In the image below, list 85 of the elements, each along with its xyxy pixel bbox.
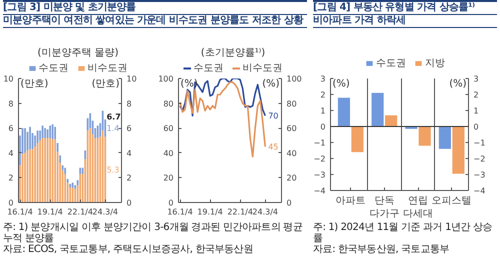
- total-label: 6.7: [106, 112, 121, 122]
- text: 자료: 한국부동산원, 국토교통부: [313, 244, 450, 255]
- annotation: (%): [262, 78, 280, 90]
- y-tick-label: −1: [314, 138, 326, 148]
- y2-tick-label: −4: [474, 186, 486, 196]
- legend-label: 수도권: [194, 62, 224, 74]
- x-tick-label: 22.1/4: [227, 208, 253, 216]
- annotation: (%): [449, 78, 467, 90]
- y-tick-label: 10: [3, 74, 14, 84]
- annotation: (만호): [20, 78, 48, 90]
- x-tick-label: 24.3/4: [92, 208, 118, 216]
- y2-tick-label: 1: [474, 106, 479, 116]
- y-tick-label: 20: [163, 174, 174, 183]
- y2-tick-label: −1: [474, 138, 486, 148]
- data-label: 70: [268, 112, 278, 121]
- y-tick-label: 80: [163, 99, 174, 108]
- y2-tick-label: 40: [286, 148, 297, 158]
- y-tick-label: −4: [314, 186, 326, 196]
- text: 주: 1) 분양개시일 이후 분양기간이 3-6개월 경과된 민간아파트의 평균 누적 분양률: [3, 222, 304, 244]
- x-tick-label: 연립 다세대: [403, 196, 434, 220]
- y2-tick-label: 6: [126, 124, 132, 134]
- y2-tick-label: 2: [474, 90, 479, 100]
- legend-label: 지방: [425, 56, 445, 70]
- legend-label: 수도권: [376, 56, 406, 70]
- y-tick-label: 40: [163, 148, 174, 158]
- y2-tick-label: 4: [126, 148, 132, 158]
- x-tick-label: 16.1/4: [167, 208, 193, 216]
- bar: [372, 92, 384, 126]
- x-tick-label: 오피스텔: [432, 196, 472, 206]
- y2-tick-label: 8: [126, 99, 132, 108]
- annotation: (%): [332, 78, 350, 90]
- y2-tick-label: 0: [286, 198, 292, 208]
- chart-title: [그림 4] 부동산 유형별 가격 상승률¹⁾: [313, 2, 476, 14]
- y2-tick-label: 2: [126, 174, 132, 183]
- y-tick-label: 2: [8, 174, 14, 183]
- y2-tick-label: 0: [474, 122, 479, 132]
- legend-label: 비수도권: [242, 62, 282, 74]
- x-tick-label: 단독 다가구: [369, 196, 400, 220]
- legend-label: 수도권: [38, 62, 68, 74]
- y-tick-label: −3: [314, 170, 326, 180]
- data-label: 1.4: [106, 124, 120, 134]
- y-tick-label: 100: [158, 74, 174, 84]
- y2-tick-label: −2: [474, 154, 486, 164]
- annotation: (만호): [92, 78, 120, 90]
- legend-title: (미분양주택 물량): [38, 48, 119, 58]
- chart-subtitle: 비아파트 가격 하락세: [313, 14, 497, 27]
- text: 미분양주택이 여전히 쌓여있는 가운데 비수도권 분양률도 저조한 상황: [3, 14, 307, 27]
- legend-label: 비수도권: [88, 62, 128, 74]
- y-tick-label: 0: [320, 122, 326, 132]
- y-tick-label: 6: [8, 124, 14, 134]
- y-tick-label: 8: [8, 99, 14, 108]
- y-tick-label: 1: [320, 106, 326, 116]
- y2-tick-label: 80: [286, 99, 297, 108]
- data-label: 45: [268, 142, 278, 152]
- y2-tick-label: 0: [126, 198, 132, 208]
- text: 자료: ECOS, 국토교통부, 주택도시보증공사, 한국부동산원: [3, 244, 254, 255]
- x-tick-label: 아파트: [336, 196, 366, 206]
- y2-tick-label: 20: [286, 174, 297, 183]
- bar: [338, 98, 350, 126]
- x-tick-label: 16.1/4: [7, 208, 33, 216]
- y2-tick-label: 60: [286, 124, 297, 134]
- y2-tick-label: 3: [474, 74, 479, 84]
- x-tick-label: 24.3/4: [252, 208, 278, 216]
- y-tick-label: 3: [320, 74, 326, 84]
- y-tick-label: 2: [320, 90, 326, 100]
- chart-title: [그림 3] 미분양 및 초기분양률: [3, 2, 137, 14]
- y-tick-label: 0: [8, 198, 14, 208]
- y2-tick-label: 100: [286, 74, 302, 84]
- legend-title: (초기분양률¹⁾): [200, 48, 266, 58]
- y-tick-label: 60: [163, 124, 174, 134]
- y2-tick-label: 10: [126, 74, 137, 84]
- bar: [385, 115, 398, 126]
- bar: [351, 126, 364, 152]
- text: 주: 1) 2024년 11월 기준 과거 1년간 상승률: [313, 222, 494, 244]
- x-tick-label: 22.1/4: [67, 208, 93, 216]
- bar: [452, 126, 464, 174]
- y-tick-label: 4: [8, 148, 14, 158]
- y-tick-label: 0: [168, 198, 174, 208]
- bar: [418, 126, 431, 146]
- x-tick-label: 19.1/4: [197, 208, 223, 216]
- x-tick-label: 19.1/4: [37, 208, 63, 216]
- bar: [438, 126, 451, 149]
- y2-tick-label: −3: [474, 170, 486, 180]
- data-label: 5.3: [106, 166, 120, 175]
- y-tick-label: −2: [314, 154, 326, 164]
